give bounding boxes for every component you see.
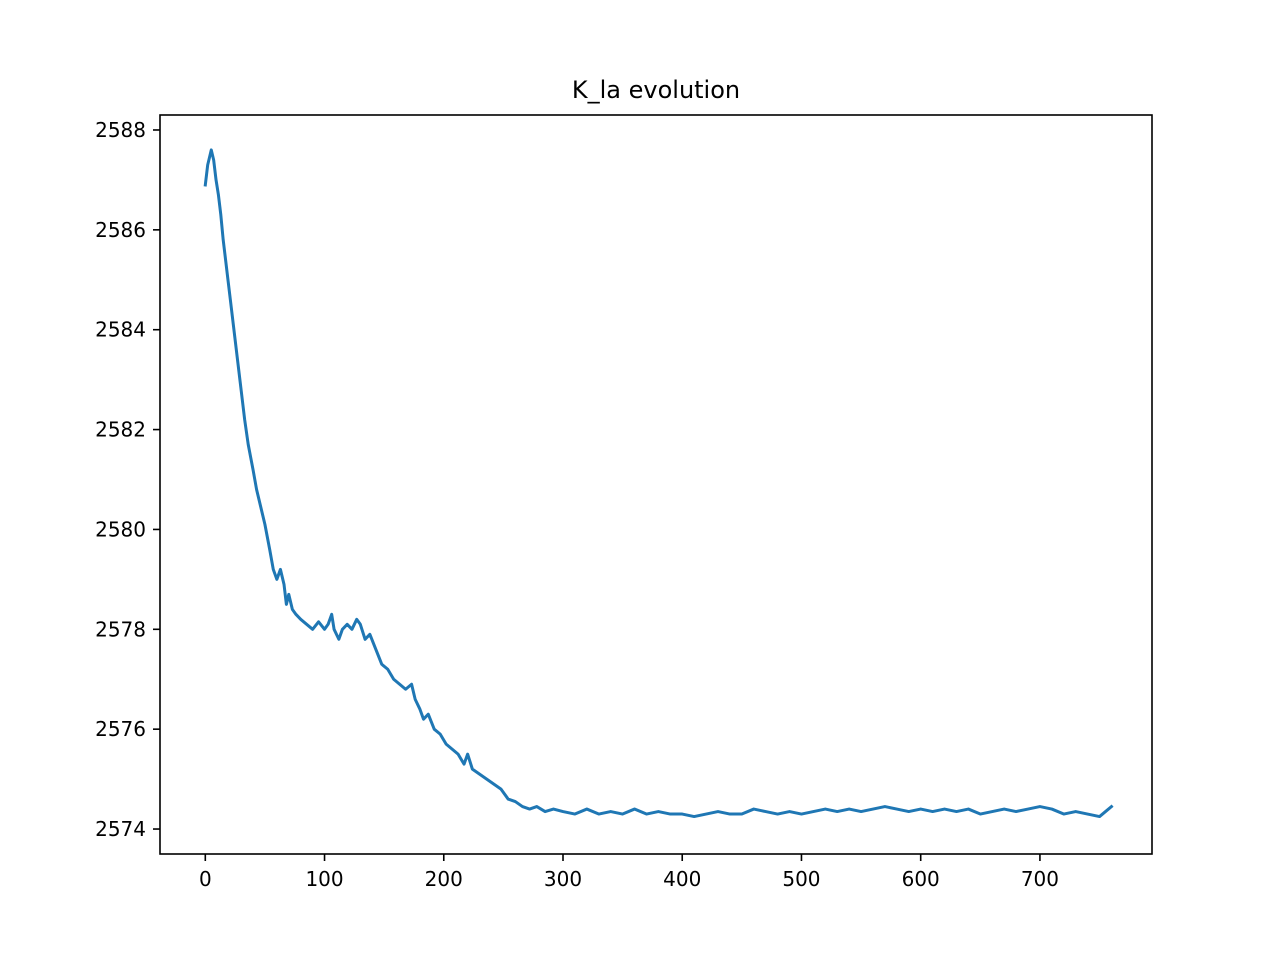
- y-tick-label: 2576: [95, 717, 146, 741]
- y-tick-label: 2582: [95, 418, 146, 442]
- x-tick-label: 700: [1021, 867, 1059, 891]
- x-tick-label: 500: [782, 867, 820, 891]
- x-tick-label: 200: [425, 867, 463, 891]
- chart-title: K_la evolution: [572, 76, 740, 104]
- y-tick-label: 2584: [95, 318, 146, 342]
- y-tick-label: 2586: [95, 218, 146, 242]
- y-tick-label: 2578: [95, 617, 146, 641]
- x-tick-label: 300: [544, 867, 582, 891]
- x-tick-label: 400: [663, 867, 701, 891]
- x-tick-label: 600: [902, 867, 940, 891]
- x-tick-label: 100: [305, 867, 343, 891]
- y-tick-label: 2588: [95, 118, 146, 142]
- x-tick-label: 0: [199, 867, 212, 891]
- y-tick-label: 2574: [95, 817, 146, 841]
- y-tick-label: 2580: [95, 517, 146, 541]
